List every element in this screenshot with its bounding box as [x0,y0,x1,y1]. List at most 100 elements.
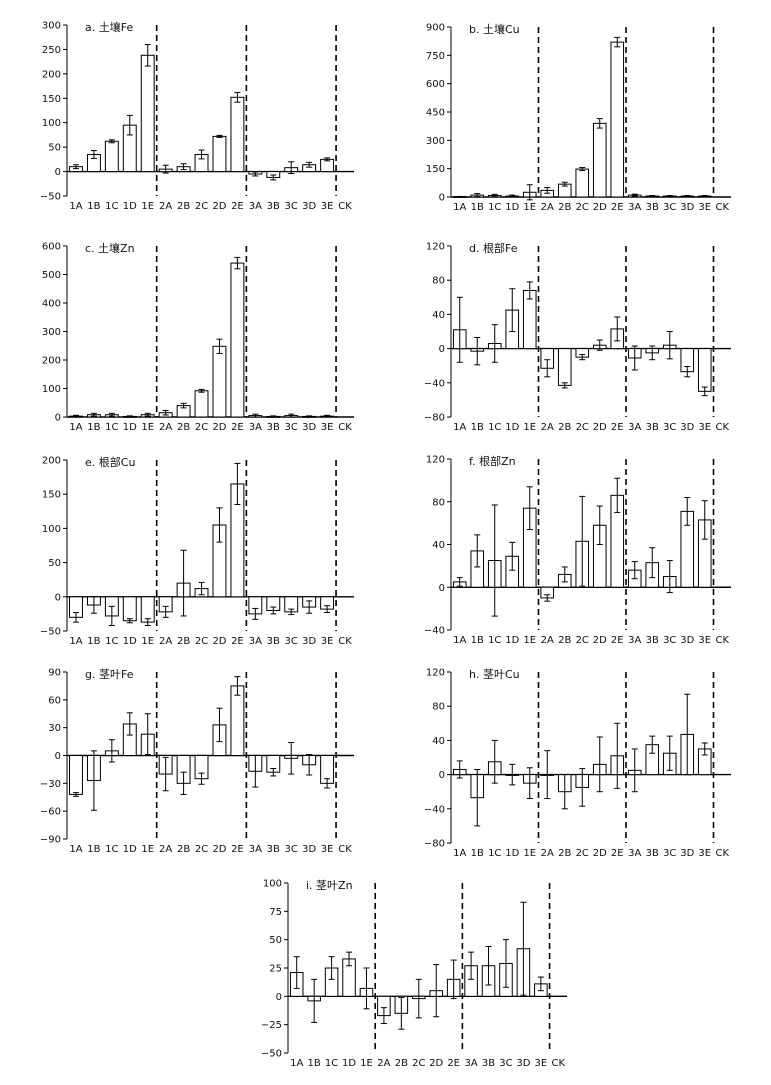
x-tick-label: 2A [159,201,172,212]
y-tick-label: 50 [48,143,61,154]
x-tick-label: 3A [249,422,262,433]
x-tick-label: 3E [698,422,711,433]
x-tick-label: 1E [141,422,154,433]
x-tick-label: 1D [123,844,137,855]
x-tick-label: 3C [663,202,676,213]
x-tick-label: 3B [267,844,280,855]
bar [194,390,209,418]
y-tick-label: 50 [48,558,61,569]
x-tick-label: 1B [471,635,484,646]
y-tick-label: 0 [55,167,61,178]
x-tick-label: 3C [663,635,676,646]
x-tick-label: 2A [541,848,554,859]
x-tick-label: 2A [541,202,554,213]
y-tick-label: −40 [424,626,445,637]
x-tick-label: 2E [447,1058,460,1069]
chart-panel: −80 −40 0 40 80 120 1A 1B 1C 1D 1E 2A 2B 2C 2D 2E 3A 3B 3C… [424,668,731,859]
x-tick-label: 3C [285,844,298,855]
bar [230,262,245,418]
x-tick-label: 2C [195,636,208,647]
x-tick-label: 1E [141,636,154,647]
x-tick-label: 1C [488,848,501,859]
x-tick-label: 2B [177,422,190,433]
x-tick-label: 3A [249,844,262,855]
x-tick-label: 1B [87,201,100,212]
x-tick-label: CK [715,635,729,646]
x-tick-label: 3D [680,202,694,213]
x-tick-label: 1E [360,1058,373,1069]
x-tick-label: 2D [212,201,226,212]
y-tick-label: 80 [432,276,445,287]
x-tick-label: 3E [698,848,711,859]
x-tick-label: 3A [464,1058,477,1069]
chart-panel: −50 0 50 100 150 200 250 300 1A 1B 1C 1D 1E 2A 2B 2C 2D 2… [40,20,354,212]
y-tick-label: 250 [42,45,61,56]
x-tick-label: 2B [558,848,571,859]
bar [212,345,227,418]
x-tick-label: 2E [611,202,624,213]
y-tick-label: 0 [276,992,282,1003]
x-tick-label: 1A [69,422,82,433]
x-tick-label: 1C [488,635,501,646]
x-tick-label: 1C [325,1058,338,1069]
bar [592,122,607,198]
y-tick-label: 600 [42,242,61,253]
x-tick-label: 3E [698,635,711,646]
x-tick-label: 2B [558,422,571,433]
x-tick-label: 1A [453,422,466,433]
x-tick-label: 1D [123,422,137,433]
panel-title: e. 根部Cu [85,455,135,469]
x-tick-label: 3D [680,635,694,646]
x-tick-label: 3D [302,422,316,433]
y-tick-label: 120 [426,668,445,679]
panel-title: i. 茎叶Zn [306,879,353,892]
y-tick-label: −80 [424,413,445,424]
x-tick-label: CK [552,1058,566,1069]
bar [557,348,572,386]
x-tick-label: 2C [195,844,208,855]
x-tick-label: 1A [453,848,466,859]
x-tick-label: 1E [141,844,154,855]
x-tick-label: 1D [123,201,137,212]
chart-panel: −40 0 40 80 120 1A 1B 1C 1D 1E 2A 2B 2C 2D 2E 3A 3B 3C 3D 3… [424,454,731,646]
x-tick-label: 1D [505,202,519,213]
chart-panel: 0 100 200 300 400 500 600 1A 1B 1C 1D 1E 2A 2B 2C 2D 2E 3… [42,241,354,433]
x-tick-label: 2E [231,422,244,433]
bar [697,348,712,392]
y-tick-label: 300 [426,136,445,147]
x-tick-label: 3D [680,422,694,433]
x-tick-label: 2A [159,422,172,433]
y-tick-label: 300 [42,327,61,338]
x-tick-label: 1A [453,635,466,646]
chart-panel: −50 −25 0 25 50 75 100 1A 1B 1C 1D 1E 2A 2B 2C 2D 2E 3A 3B… [261,879,567,1069]
x-tick-label: 3B [267,422,280,433]
x-tick-label: 1A [69,636,82,647]
x-tick-label: 3B [482,1058,495,1069]
x-tick-label: 1E [141,201,154,212]
x-tick-label: 2E [611,422,624,433]
bar [104,140,119,173]
y-tick-label: 200 [42,356,61,367]
x-tick-label: 3A [628,848,641,859]
y-tick-label: 30 [48,723,61,734]
x-tick-label: 3A [249,636,262,647]
x-tick-label: 1B [87,422,100,433]
x-tick-label: 2C [195,201,208,212]
x-tick-label: 3B [646,202,659,213]
chart-panel: 0 150 300 450 600 750 900 1A 1B 1C 1D 1E 2A 2B 2C 2D 2E 3… [426,22,731,213]
x-tick-label: 3D [302,636,316,647]
y-tick-label: −50 [40,192,61,203]
y-tick-label: 0 [55,751,61,762]
y-tick-label: 600 [426,79,445,90]
x-tick-label: 1A [453,202,466,213]
x-tick-label: 3A [249,201,262,212]
y-tick-label: 100 [42,384,61,395]
panel-title: a. 土壤Fe [85,20,133,34]
x-tick-label: 3C [285,422,298,433]
x-tick-label: 3D [302,844,316,855]
panel-title: g. 茎叶Fe [85,668,134,681]
x-tick-label: 1D [123,636,137,647]
x-tick-label: 3E [535,1058,548,1069]
y-tick-label: 0 [55,413,61,424]
